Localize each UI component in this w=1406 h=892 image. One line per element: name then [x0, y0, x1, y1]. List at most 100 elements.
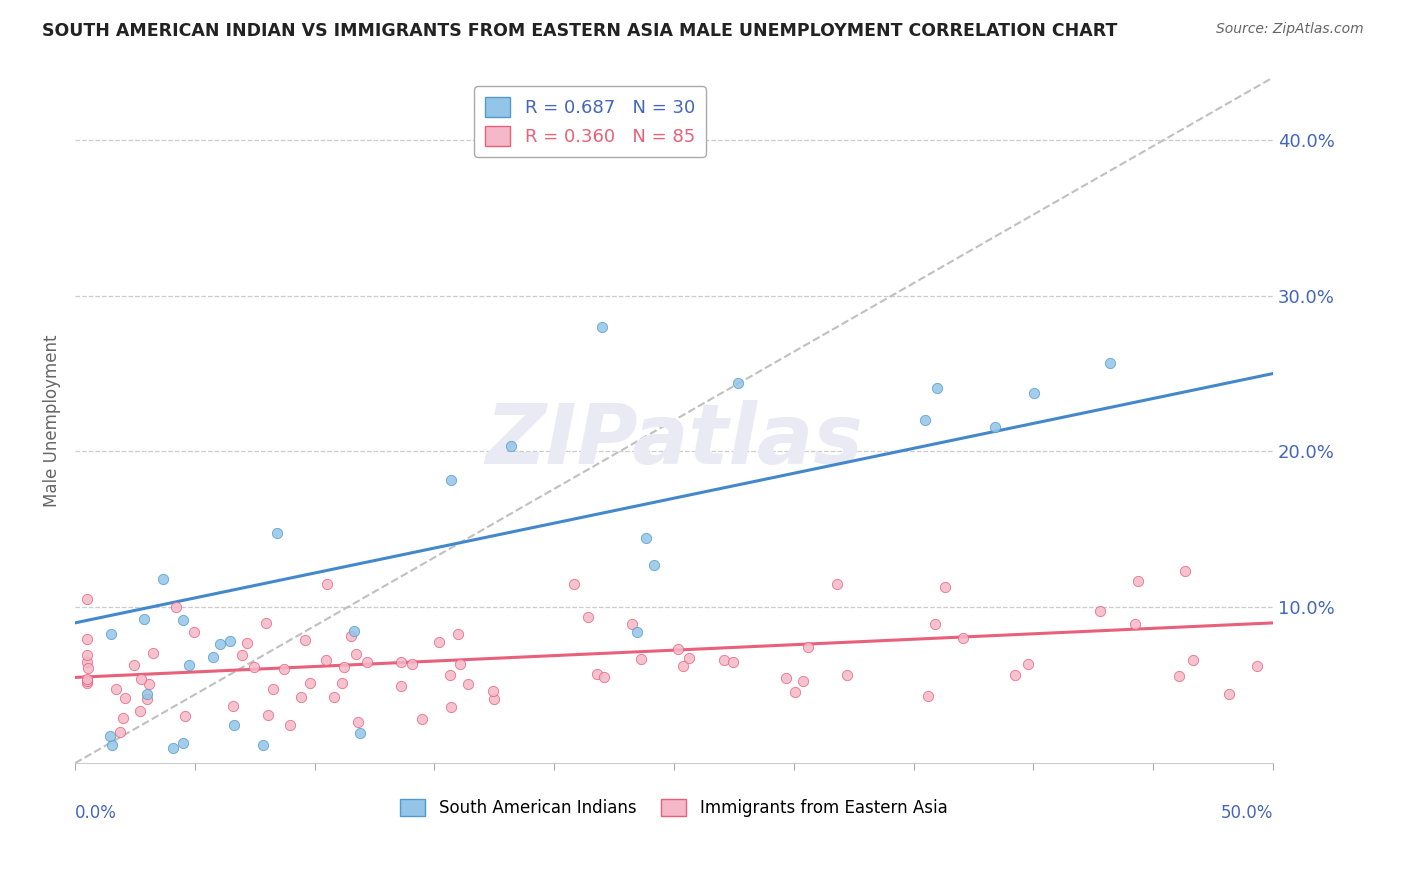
Point	[775, 672, 797, 686]
Point	[111, 711, 134, 725]
Point	[76, 673, 98, 687]
Point	[349, 725, 371, 739]
Point	[142, 646, 165, 660]
Point	[231, 648, 253, 663]
Point	[76, 655, 98, 669]
Point	[266, 525, 288, 540]
Point	[298, 676, 321, 690]
Text: ZIPatlas: ZIPatlas	[485, 401, 863, 482]
Point	[243, 660, 266, 674]
Point	[138, 677, 160, 691]
Point	[917, 689, 939, 703]
Point	[347, 715, 370, 730]
Point	[727, 376, 749, 390]
Point	[564, 577, 586, 591]
Point	[792, 674, 814, 689]
Point	[290, 690, 312, 705]
Point	[105, 681, 128, 696]
Point	[218, 633, 240, 648]
Point	[1218, 687, 1240, 701]
Point	[316, 577, 339, 591]
Point	[165, 600, 187, 615]
Point	[254, 615, 277, 630]
Point	[835, 667, 858, 681]
Point	[783, 685, 806, 699]
Point	[162, 740, 184, 755]
Point	[222, 718, 245, 732]
Point	[76, 674, 98, 689]
Point	[1246, 658, 1268, 673]
Point	[173, 709, 195, 723]
Point	[342, 624, 364, 638]
Point	[340, 629, 363, 643]
Point	[1182, 653, 1205, 667]
Point	[626, 624, 648, 639]
Point	[294, 632, 316, 647]
Point	[128, 704, 150, 718]
Point	[825, 577, 848, 591]
Point	[411, 712, 433, 726]
Point	[76, 632, 98, 647]
Point	[114, 691, 136, 706]
Point	[1022, 386, 1045, 401]
Point	[630, 651, 652, 665]
Point	[1126, 574, 1149, 589]
Point	[1168, 668, 1191, 682]
Point	[124, 657, 146, 672]
Point	[76, 592, 98, 607]
Point	[482, 692, 505, 706]
Point	[330, 676, 353, 690]
Point	[209, 637, 232, 651]
Point	[586, 666, 609, 681]
Point	[620, 617, 643, 632]
Point	[100, 738, 122, 752]
Point	[356, 655, 378, 669]
Point	[440, 699, 463, 714]
Point	[713, 653, 735, 667]
Point	[924, 617, 946, 632]
Point	[914, 412, 936, 426]
Point	[273, 662, 295, 676]
Point	[427, 635, 450, 649]
Point	[100, 627, 122, 641]
Point	[634, 531, 657, 545]
Point	[1004, 668, 1026, 682]
Point	[257, 708, 280, 723]
Point	[76, 648, 98, 663]
Point	[129, 673, 152, 687]
Point	[449, 657, 471, 672]
Point	[152, 572, 174, 586]
Point	[76, 676, 98, 690]
Point	[132, 612, 155, 626]
Text: 50.0%: 50.0%	[1220, 805, 1272, 822]
Point	[262, 682, 284, 697]
Point	[1098, 356, 1121, 370]
Point	[98, 729, 121, 743]
Point	[1017, 657, 1039, 672]
Point	[925, 381, 948, 395]
Point	[501, 439, 523, 453]
Point	[236, 636, 259, 650]
Point	[576, 610, 599, 624]
Point	[934, 580, 956, 594]
Point	[183, 625, 205, 640]
Point	[591, 319, 613, 334]
Point	[592, 670, 614, 684]
Point	[77, 660, 100, 674]
Point	[482, 683, 505, 698]
Point	[389, 655, 412, 669]
Text: 0.0%: 0.0%	[75, 805, 117, 822]
Point	[1174, 564, 1197, 578]
Y-axis label: Male Unemployment: Male Unemployment	[44, 334, 60, 507]
Point	[201, 649, 224, 664]
Point	[172, 613, 194, 627]
Point	[721, 656, 744, 670]
Point	[221, 698, 243, 713]
Point	[179, 657, 201, 672]
Point	[278, 717, 301, 731]
Point	[797, 640, 820, 654]
Text: SOUTH AMERICAN INDIAN VS IMMIGRANTS FROM EASTERN ASIA MALE UNEMPLOYMENT CORRELAT: SOUTH AMERICAN INDIAN VS IMMIGRANTS FROM…	[42, 22, 1118, 40]
Point	[643, 558, 665, 572]
Legend: South American Indians, Immigrants from Eastern Asia: South American Indians, Immigrants from …	[394, 792, 955, 823]
Point	[1125, 616, 1147, 631]
